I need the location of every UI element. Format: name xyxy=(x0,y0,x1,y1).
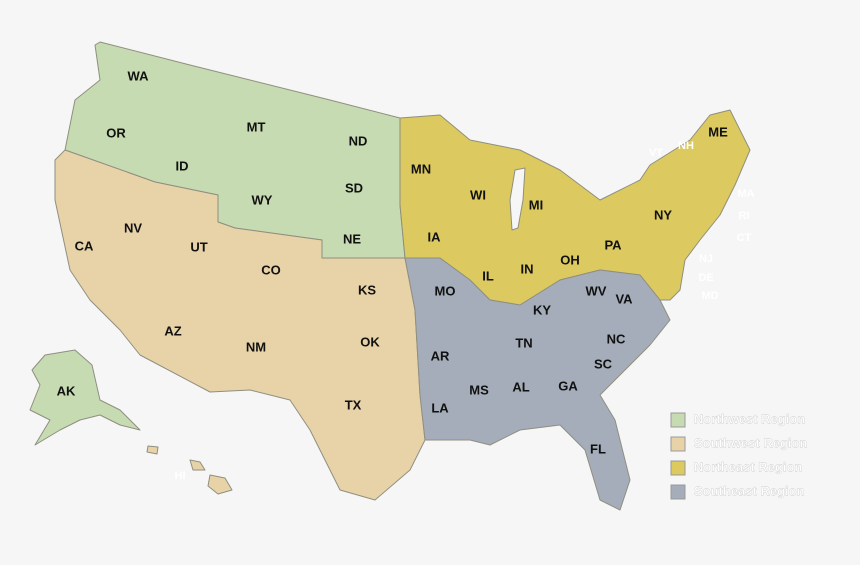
state-label: WA xyxy=(128,68,150,83)
state-label: TX xyxy=(345,397,362,412)
state-label: GA xyxy=(558,378,578,393)
state-label: AZ xyxy=(164,323,181,338)
state-label: MN xyxy=(411,161,431,176)
state-label: NH xyxy=(678,140,694,152)
state-label: AK xyxy=(57,383,76,398)
state-label: KS xyxy=(358,282,376,297)
state-label: CO xyxy=(261,262,281,277)
legend-swatch xyxy=(670,436,686,452)
legend-swatch xyxy=(670,412,686,428)
southwest-region-shape xyxy=(54,149,426,501)
state-label: DE xyxy=(698,272,713,284)
state-label: MD xyxy=(701,290,718,302)
legend-swatch xyxy=(670,484,686,500)
state-label: FL xyxy=(590,441,606,456)
state-label: HI xyxy=(175,470,186,482)
state-label: NC xyxy=(607,331,626,346)
state-label: IN xyxy=(521,261,534,276)
state-label: TN xyxy=(515,335,532,350)
state-label: AR xyxy=(431,348,450,363)
state-label: NY xyxy=(654,207,672,222)
state-label: LA xyxy=(431,400,449,415)
state-label: OR xyxy=(106,125,126,140)
state-label: VA xyxy=(615,291,633,306)
state-label: CA xyxy=(75,238,94,253)
state-label: RI xyxy=(739,210,750,222)
state-label: UT xyxy=(190,239,207,254)
state-label: AL xyxy=(512,379,529,394)
hawaii-shape xyxy=(207,474,233,495)
legend-swatch xyxy=(670,460,686,476)
state-label: IL xyxy=(482,268,494,283)
hawaii-islands-shape xyxy=(146,445,159,455)
state-label: KY xyxy=(533,302,551,317)
state-label: ID xyxy=(176,158,189,173)
state-label: ND xyxy=(349,133,368,148)
state-label: MS xyxy=(469,382,489,397)
state-label: IA xyxy=(428,229,442,244)
state-label: SD xyxy=(345,180,363,195)
state-label: MO xyxy=(435,283,456,298)
state-label: MT xyxy=(247,119,266,134)
legend-label: Southeast Region xyxy=(694,483,805,498)
state-label: NV xyxy=(124,220,142,235)
state-label: ME xyxy=(708,124,728,139)
alaska-shape xyxy=(29,349,141,446)
state-label: VT xyxy=(649,147,663,159)
state-label: SC xyxy=(594,356,613,371)
legend-label: Northeast Region xyxy=(694,459,802,474)
state-label: WY xyxy=(252,192,273,207)
legend-label: Northwest Region xyxy=(694,411,805,426)
legend-label: Southwest Region xyxy=(694,435,807,450)
state-label: NE xyxy=(343,231,361,246)
state-label: OK xyxy=(360,334,380,349)
state-label: WV xyxy=(586,283,607,298)
state-label: PA xyxy=(604,237,622,252)
state-label: OH xyxy=(560,252,580,267)
state-label: MA xyxy=(737,188,754,200)
state-label: WI xyxy=(470,187,486,202)
state-label: NJ xyxy=(699,253,713,265)
state-label: NM xyxy=(246,339,266,354)
state-label: CT xyxy=(737,232,752,244)
southeast-region-shape xyxy=(404,257,671,511)
state-label: MI xyxy=(529,197,543,212)
hawaii-islands-shape xyxy=(189,459,206,471)
lake-michigan xyxy=(509,167,526,231)
